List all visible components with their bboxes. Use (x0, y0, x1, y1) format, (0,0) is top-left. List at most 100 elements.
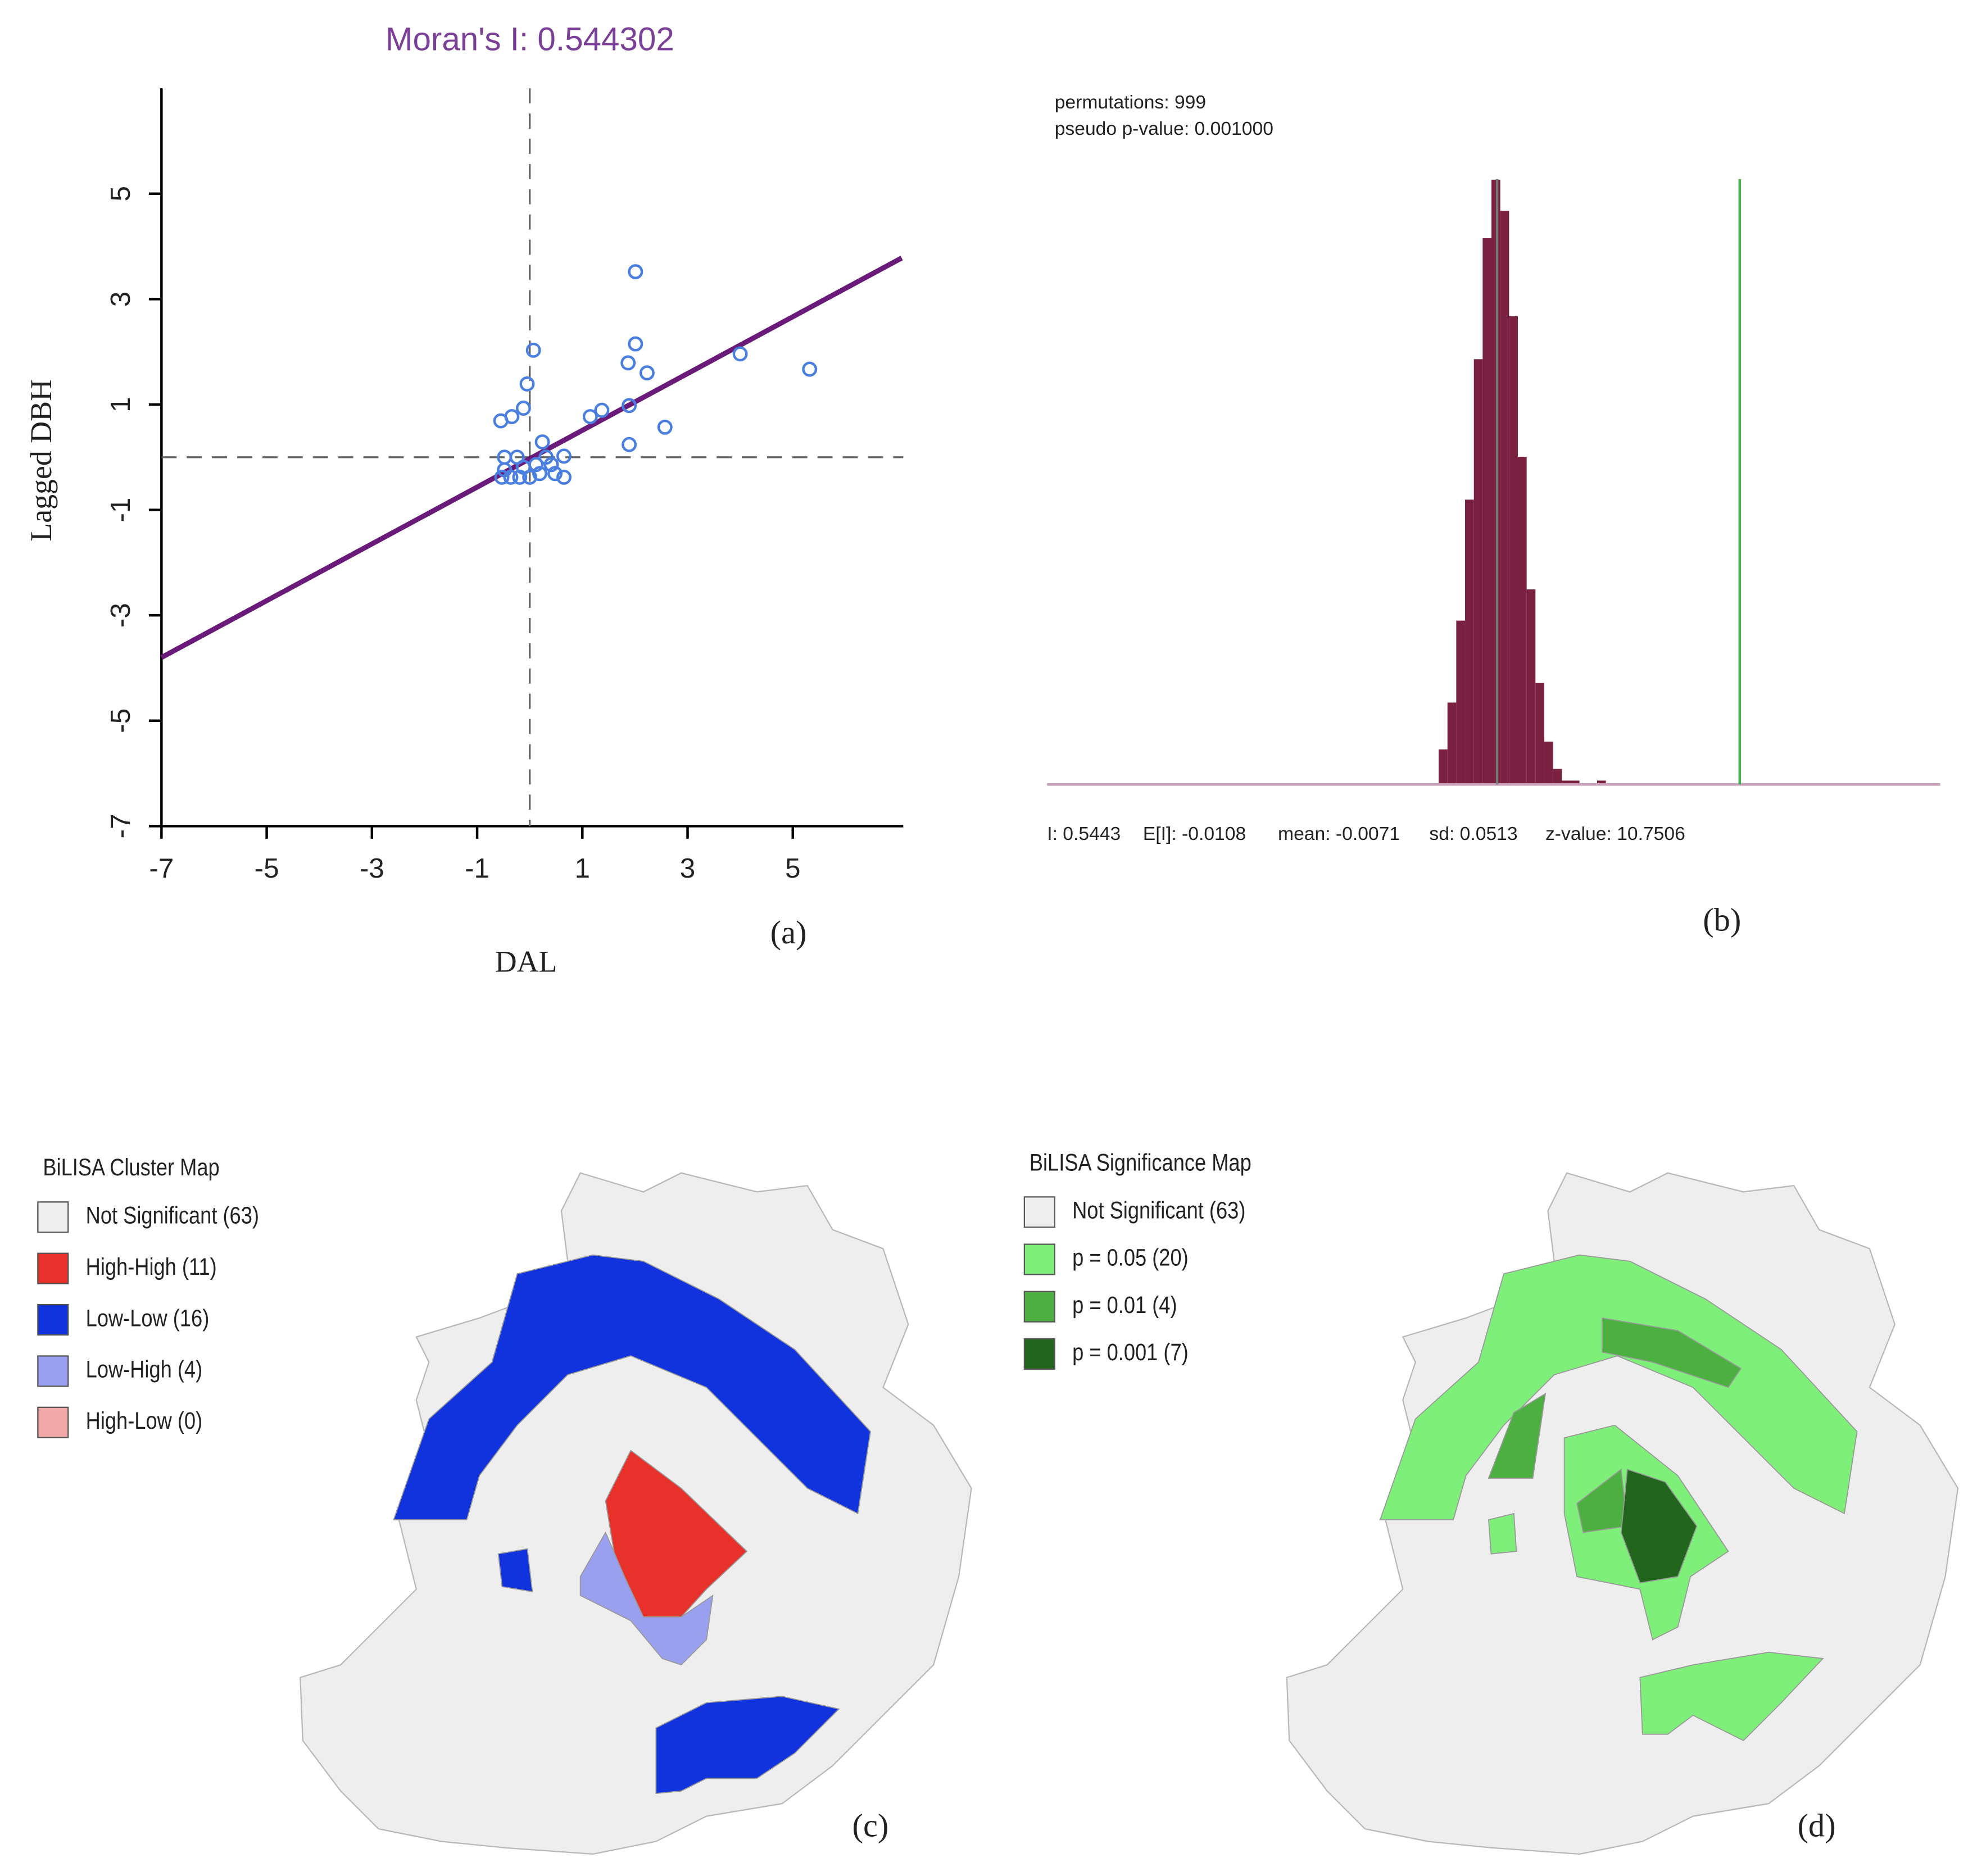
point (532, 466, 547, 482)
bar (1447, 702, 1457, 785)
point (519, 376, 535, 392)
legend-label: Not Significant (63) (1072, 1197, 1245, 1224)
y-tick-label: -7 (105, 814, 136, 838)
bar (1439, 749, 1448, 785)
point (628, 264, 643, 280)
bar (1456, 620, 1466, 785)
legend-swatch (37, 1252, 69, 1284)
x-tick-label: 5 (785, 853, 800, 884)
x-tick-label: 1 (575, 853, 590, 884)
chart-title: Moran's I: 0.544302 (386, 21, 674, 58)
point (515, 401, 531, 416)
bar (1482, 238, 1492, 785)
bar (1500, 211, 1509, 785)
y-tick-label: 5 (105, 186, 136, 201)
annotation: permutations: 999 (1055, 92, 1206, 113)
legend-swatch (1023, 1243, 1055, 1275)
legend-label: p = 0.01 (4) (1072, 1292, 1177, 1318)
statistic: mean: -0.0071 (1278, 824, 1400, 844)
point (802, 361, 818, 377)
point (657, 419, 673, 435)
map-region (1602, 1317, 1742, 1388)
bar (1465, 499, 1474, 785)
point (525, 342, 541, 358)
bar (1526, 589, 1536, 785)
legend-label: Low-Low (16) (86, 1305, 210, 1332)
regression-line (160, 256, 903, 660)
map-region (1639, 1651, 1824, 1741)
point (504, 409, 520, 425)
bar (1570, 780, 1580, 785)
x-tick-label: -1 (465, 853, 489, 884)
y-tick-label: -3 (105, 603, 136, 628)
point (494, 469, 510, 485)
point (628, 336, 643, 352)
bar (1553, 769, 1562, 785)
legend-label: Not Significant (63) (86, 1202, 259, 1229)
legend-swatch (37, 1355, 69, 1387)
bar (1517, 456, 1527, 785)
legend-label: p = 0.05 (20) (1072, 1244, 1189, 1271)
y-axis-label: Lagged DBH (24, 379, 58, 542)
legend-label: High-High (11) (86, 1253, 217, 1280)
map-region (1620, 1469, 1698, 1584)
point (497, 462, 513, 478)
bar (1562, 780, 1571, 785)
bar (1491, 179, 1500, 785)
legend-title: BiLISA Significance Map (1030, 1150, 1251, 1176)
legend-title: BiLISA Cluster Map (43, 1155, 219, 1181)
statistic: z-value: 10.7506 (1545, 824, 1685, 844)
statistic: E[I]: -0.0108 (1143, 824, 1246, 844)
legend-swatch (37, 1303, 69, 1336)
legend-swatch (37, 1406, 69, 1438)
point (622, 398, 637, 414)
legend-label: Low-High (4) (86, 1356, 203, 1383)
map-region (579, 1531, 714, 1666)
y-tick-label: -5 (105, 708, 136, 733)
map-region (1379, 1254, 1858, 1520)
y-tick-label: 3 (105, 292, 136, 307)
point (556, 448, 572, 464)
x-tick-label: 3 (680, 853, 695, 884)
annotation: pseudo p-value: 0.001000 (1055, 119, 1273, 139)
point (534, 434, 550, 450)
legend-label: p = 0.001 (7) (1072, 1339, 1189, 1365)
bar (1544, 741, 1553, 785)
bar (1473, 359, 1483, 785)
legend-label: High-Low (0) (86, 1407, 203, 1434)
x-tick-label: -7 (149, 853, 174, 884)
map-region (393, 1254, 871, 1520)
point (622, 437, 637, 452)
map-region (655, 1696, 840, 1795)
y-tick-label: -1 (105, 498, 136, 523)
legend-swatch (1023, 1291, 1055, 1323)
legend-swatch (37, 1201, 69, 1233)
panel-label: (b) (1703, 902, 1741, 938)
point (639, 365, 655, 381)
legend-swatch (1023, 1338, 1055, 1370)
panel-label: (a) (770, 914, 807, 951)
panel-label: (c) (853, 1807, 889, 1843)
map-region (1488, 1392, 1547, 1479)
point (547, 466, 563, 482)
x-tick-label: -3 (360, 853, 384, 884)
x-axis-label: DAL (495, 945, 557, 979)
panel-label: (d) (1798, 1807, 1836, 1843)
x-tick-label: -5 (255, 853, 279, 884)
y-tick-label: 1 (105, 397, 136, 412)
map-region (1488, 1512, 1517, 1555)
point (732, 346, 748, 362)
point (528, 457, 544, 473)
legend-swatch (1023, 1196, 1055, 1228)
statistic: sd: 0.0513 (1429, 824, 1517, 844)
point (594, 402, 610, 418)
map-region (497, 1548, 533, 1593)
point (538, 449, 554, 465)
statistic: I: 0.5443 (1047, 824, 1121, 844)
point (620, 355, 636, 371)
bar (1509, 316, 1518, 785)
bar (1597, 780, 1606, 785)
point (582, 409, 598, 425)
